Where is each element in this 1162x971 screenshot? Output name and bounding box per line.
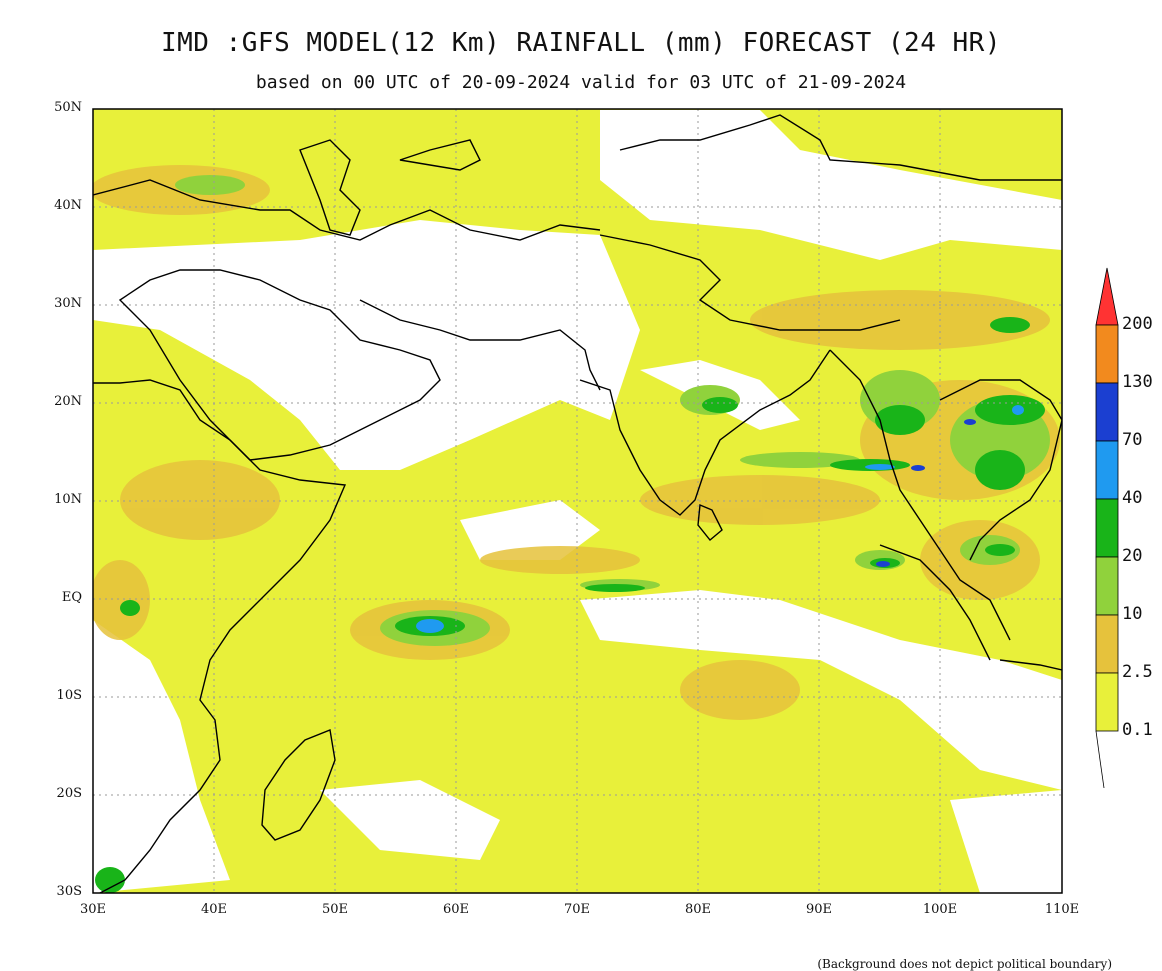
lon-label-100e: 100E (922, 902, 958, 917)
lat-label-30n: 30N (54, 296, 82, 311)
lat-label-20n: 20N (54, 394, 82, 409)
colorbar-label-0-1: 0.1 (1122, 720, 1153, 740)
colorbar-swatch-70 (1095, 382, 1119, 442)
colorbar-swatch-2-5 (1095, 614, 1119, 674)
colorbar (1095, 267, 1119, 789)
map-title: IMD :GFS MODEL(12 Km) RAINFALL (mm) FORE… (161, 28, 1001, 58)
colorbar-swatch-40 (1095, 440, 1119, 500)
lon-label-110e: 110E (1044, 902, 1080, 917)
colorbar-swatch-0-1 (1095, 672, 1119, 732)
colorbar-swatch-10 (1095, 556, 1119, 616)
colorbar-label-2-5: 2.5 (1122, 662, 1153, 682)
coastlines (93, 114, 1062, 893)
map-footnote: (Background does not depict political bo… (817, 957, 1112, 971)
colorbar-swatch-20 (1095, 498, 1119, 558)
lat-label-eq: EQ (61, 590, 82, 605)
lon-label-60e: 60E (442, 902, 470, 917)
lon-label-70e: 70E (563, 902, 591, 917)
lat-label-40n: 40N (54, 198, 82, 213)
lon-label-30e: 30E (79, 902, 107, 917)
lon-label-90e: 90E (805, 902, 833, 917)
lon-label-80e: 80E (684, 902, 712, 917)
colorbar-label-20: 20 (1122, 546, 1143, 566)
map-subtitle: based on 00 UTC of 20-09-2024 valid for … (255, 72, 907, 93)
colorbar-swatch-200 (1095, 267, 1119, 326)
lon-label-50e: 50E (321, 902, 349, 917)
colorbar-label-10: 10 (1122, 604, 1143, 624)
colorbar-label-70: 70 (1122, 430, 1143, 450)
lat-label-20s: 20S (56, 786, 82, 801)
lat-label-30s: 30S (56, 884, 82, 899)
lon-label-40e: 40E (200, 902, 228, 917)
lat-label-10n: 10N (54, 492, 82, 507)
lat-label-50n: 50N (54, 100, 82, 115)
colorbar-label-200: 200 (1122, 314, 1153, 334)
rain-40-70-areas (416, 405, 1024, 633)
no-rain-areas (93, 110, 1062, 893)
lat-label-10s: 10S (56, 688, 82, 703)
map-gridlines (93, 109, 1062, 893)
colorbar-tail (1095, 730, 1105, 789)
colorbar-label-130: 130 (1122, 372, 1153, 392)
rain-70-130-areas (876, 419, 976, 567)
map-frame (92, 108, 1063, 894)
colorbar-swatch-130 (1095, 324, 1119, 384)
colorbar-label-40: 40 (1122, 488, 1143, 508)
